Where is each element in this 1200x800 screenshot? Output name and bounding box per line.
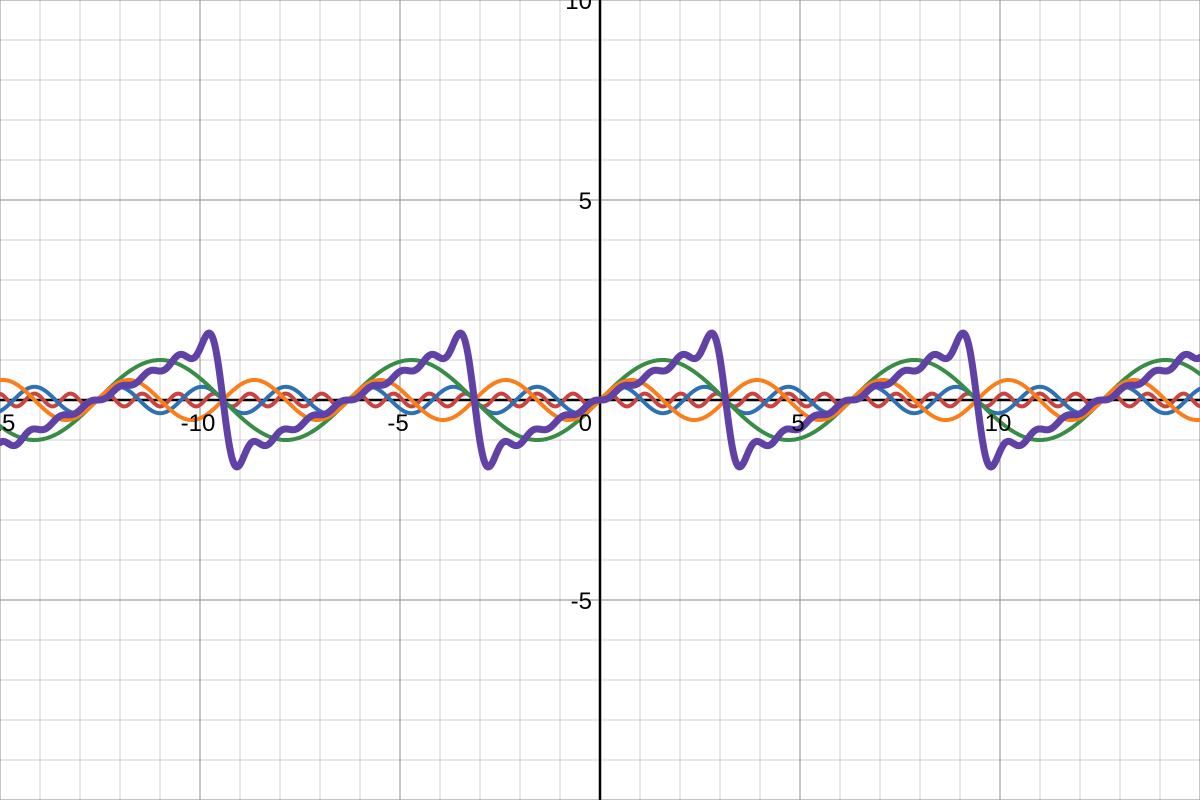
x-tick-label: -10 [181,410,216,437]
x-tick-label: -15 [0,410,15,437]
y-tick-label: 10 [565,0,592,15]
tick-labels: -15 -10 -5 0 5 10 10 5 -5 [0,0,1011,615]
x-tick-label: 5 [791,410,804,437]
x-tick-label: 10 [985,410,1012,437]
curves [0,329,1200,471]
series-curve[interactable] [0,329,1200,471]
x-tick-label: -5 [387,410,408,437]
x-tick-label: 0 [579,410,592,437]
y-tick-label: -5 [571,588,592,615]
y-tick-label: 5 [579,188,592,215]
